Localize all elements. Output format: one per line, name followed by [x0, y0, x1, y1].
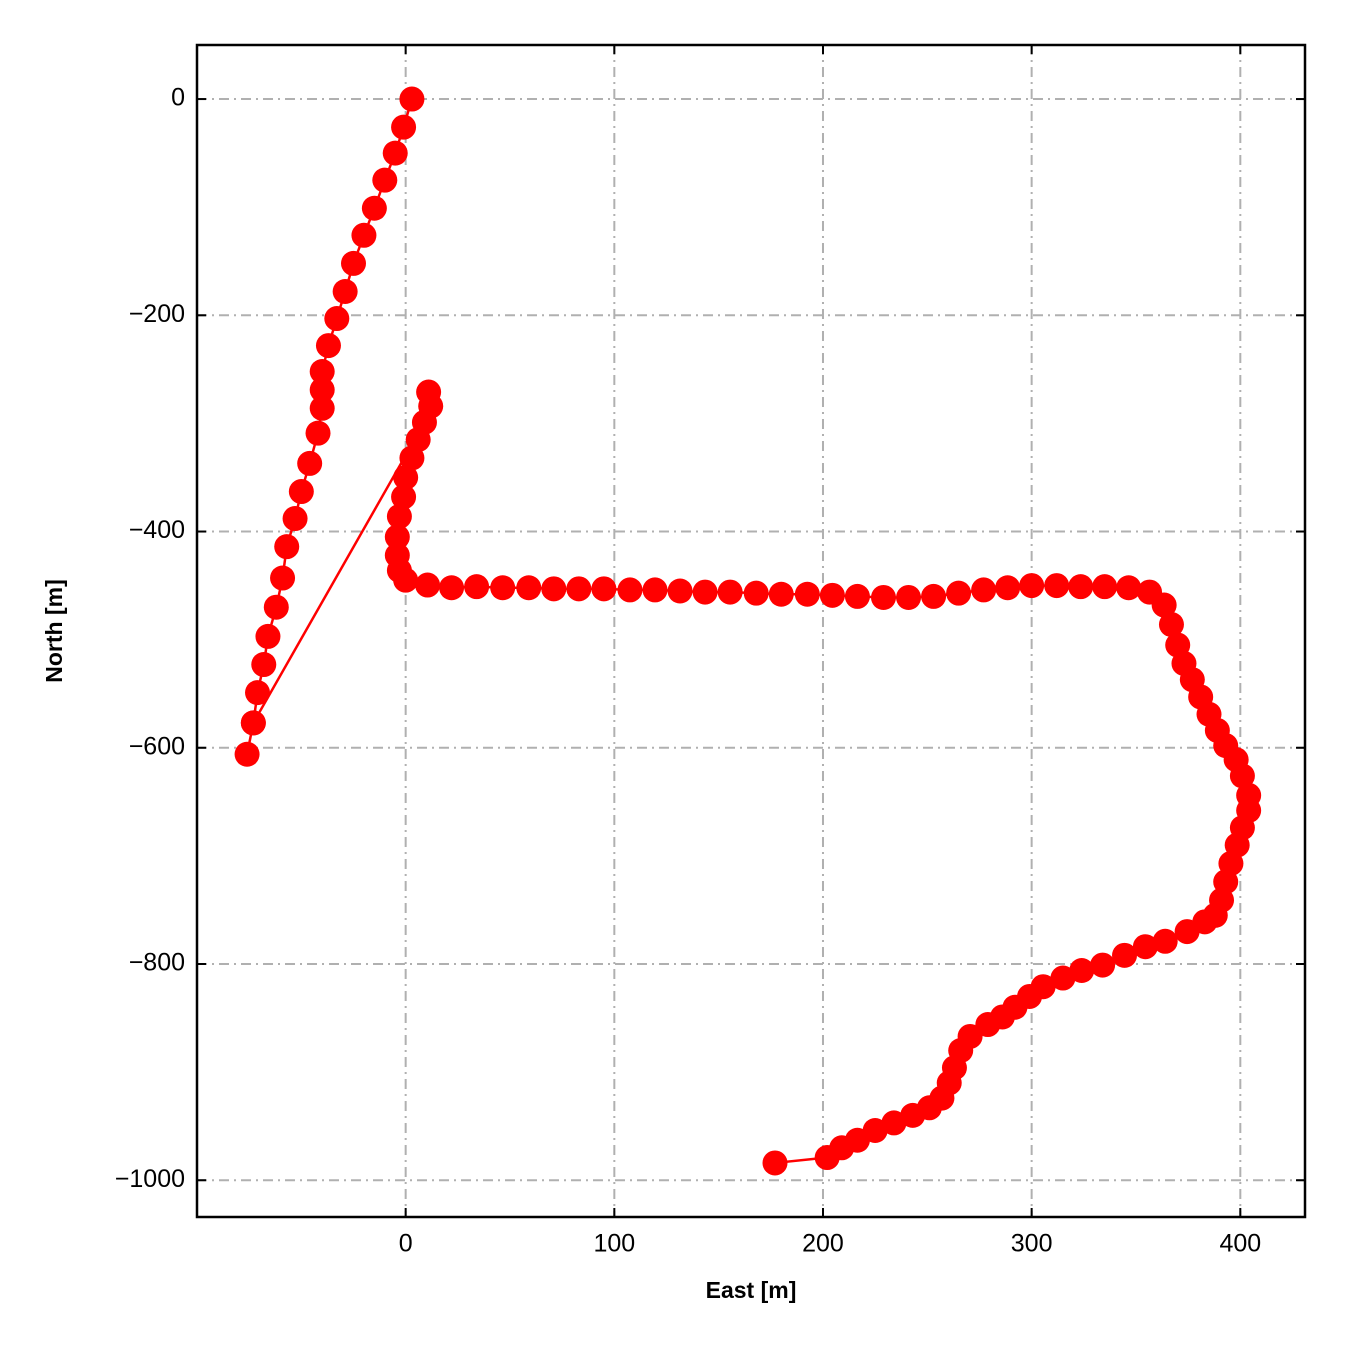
marker	[1068, 574, 1094, 600]
marker	[415, 572, 441, 598]
y-tick-label: −1000	[115, 1165, 185, 1193]
marker	[1090, 952, 1116, 978]
x-tick-label: 100	[593, 1230, 635, 1258]
x-axis-label: East [m]	[706, 1277, 797, 1303]
marker	[251, 652, 277, 678]
marker	[1116, 575, 1142, 601]
y-tick-label: −800	[129, 949, 185, 977]
marker	[1044, 573, 1070, 599]
marker	[1050, 965, 1076, 991]
marker	[490, 575, 516, 601]
marker	[1152, 928, 1178, 954]
marker	[240, 710, 266, 736]
marker	[819, 582, 845, 608]
x-tick-label: 400	[1219, 1230, 1261, 1258]
marker	[309, 395, 335, 421]
marker	[361, 195, 387, 221]
marker	[844, 583, 870, 609]
marker	[270, 565, 296, 591]
marker	[1229, 763, 1255, 789]
x-tick-label: 300	[1011, 1230, 1053, 1258]
x-tick-label: 200	[802, 1230, 844, 1258]
marker	[692, 579, 718, 605]
marker	[566, 576, 592, 602]
marker	[315, 333, 341, 359]
marker	[391, 114, 417, 140]
marker	[332, 279, 358, 305]
marker	[975, 1012, 1001, 1038]
marker	[384, 524, 410, 550]
marker	[1069, 957, 1095, 983]
y-tick-label: −400	[129, 516, 185, 544]
marker	[351, 222, 377, 248]
marker	[391, 484, 417, 510]
marker	[768, 581, 794, 607]
y-tick-label: −600	[129, 732, 185, 760]
marker	[305, 420, 331, 446]
marker	[995, 575, 1021, 601]
marker	[1112, 942, 1138, 968]
marker	[418, 393, 444, 419]
trajectory-line	[245, 98, 1250, 1165]
marker	[617, 577, 643, 603]
marker	[1019, 573, 1045, 599]
marker	[591, 576, 617, 602]
marker	[439, 575, 465, 601]
marker	[743, 580, 769, 606]
marker	[642, 577, 668, 603]
marker	[324, 306, 350, 332]
y-tick-label: −200	[129, 300, 185, 328]
marker	[1092, 574, 1118, 600]
marker	[946, 580, 972, 606]
marker	[516, 575, 542, 601]
marker	[814, 1145, 840, 1171]
marker	[541, 576, 567, 602]
marker	[393, 567, 419, 593]
marker	[297, 450, 323, 476]
marker	[1174, 919, 1200, 945]
marker	[896, 584, 922, 610]
marker	[288, 479, 314, 505]
marker	[282, 506, 308, 532]
marker	[340, 250, 366, 276]
marker	[667, 578, 693, 604]
plot-frame	[195, 43, 1307, 1219]
marker	[386, 503, 412, 529]
marker	[372, 167, 398, 193]
marker	[717, 579, 743, 605]
y-axis-label: North [m]	[41, 579, 67, 682]
marker	[274, 534, 300, 560]
marker	[255, 623, 281, 649]
marker	[464, 574, 490, 600]
y-tick-label: 0	[171, 84, 185, 112]
marker	[971, 577, 997, 603]
marker	[1151, 592, 1177, 618]
marker	[900, 1102, 926, 1128]
marker	[762, 1150, 788, 1176]
marker	[234, 741, 260, 767]
marker	[263, 594, 289, 620]
marker	[921, 583, 947, 609]
marker	[309, 359, 335, 385]
marker	[245, 680, 271, 706]
marker	[1158, 612, 1184, 638]
marker	[382, 140, 408, 166]
marker	[871, 584, 897, 610]
marker	[399, 445, 425, 471]
marker	[1132, 934, 1158, 960]
marker	[309, 377, 335, 403]
marker	[881, 1110, 907, 1136]
x-tick-label: 0	[399, 1230, 413, 1258]
marker	[794, 581, 820, 607]
marker	[399, 86, 425, 112]
marker	[393, 464, 419, 490]
